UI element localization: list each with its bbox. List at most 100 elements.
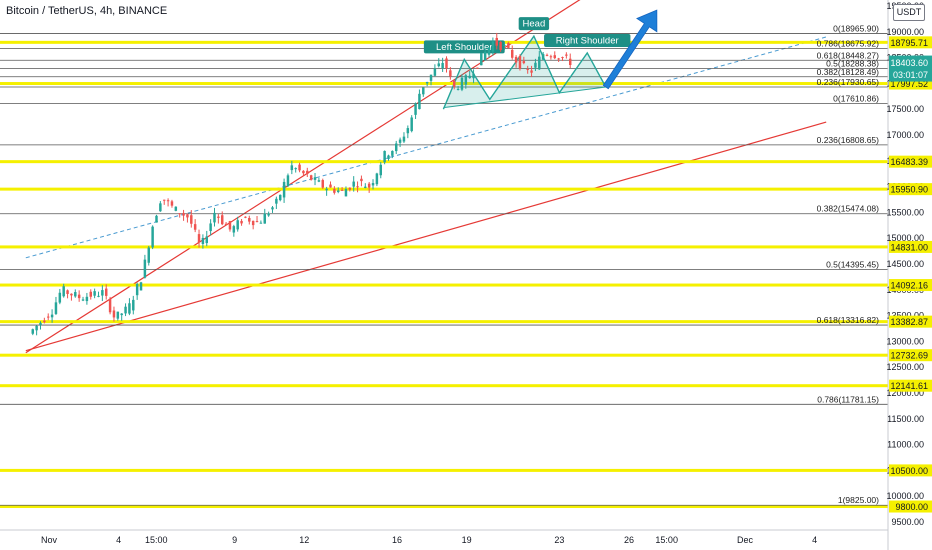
candle-body [166, 200, 170, 202]
candle-body [418, 93, 421, 110]
candle-body [139, 282, 143, 291]
candle-body [89, 291, 92, 297]
level-line [0, 82, 888, 86]
candle-body [128, 303, 131, 314]
candle-body [112, 310, 116, 318]
level-price-tag [889, 315, 932, 328]
candle-body [244, 216, 247, 218]
candle-body [186, 214, 189, 218]
candle-body [549, 56, 553, 58]
candle-body [522, 61, 526, 64]
pattern-label: Left Shoulder [436, 42, 493, 53]
candle-body [263, 213, 266, 224]
level-price-tag-label: 16483.39 [890, 157, 928, 167]
candle-body [70, 293, 73, 296]
candle-body [460, 77, 464, 90]
pattern-label: Right Shoulder [556, 35, 619, 46]
level-price-tag [889, 464, 932, 477]
candle-body [298, 164, 301, 171]
candle-body [74, 292, 77, 297]
candle-body [182, 212, 185, 216]
y-tick-label: 14500.00 [886, 259, 924, 269]
y-tick-label: 19000.00 [886, 27, 924, 37]
candle-body [81, 299, 85, 301]
candle-body [193, 224, 197, 230]
candle-body [217, 216, 220, 218]
candle-body [116, 311, 120, 319]
level-price-tag-label: 18795.71 [890, 38, 928, 48]
candle-body [468, 75, 471, 79]
candle-body [406, 128, 410, 134]
y-axis-background [888, 0, 932, 550]
candle-body [507, 42, 510, 48]
candle-body [197, 234, 201, 243]
candle-body [553, 55, 556, 59]
candle-body [518, 56, 522, 69]
candle-body [437, 63, 440, 67]
candle-body [391, 150, 394, 156]
candle-body [213, 212, 216, 223]
x-tick-label: 16 [392, 535, 402, 545]
candle-body [352, 181, 355, 187]
y-tick-label: 13500.00 [886, 311, 924, 321]
x-tick-label: 15:00 [145, 535, 168, 545]
candle-body [170, 201, 174, 206]
x-axis-background [0, 530, 888, 550]
fib-lower-label: 0.236(16808.65) [817, 135, 880, 145]
candle-body [220, 215, 224, 225]
x-tick-label: 15:00 [655, 535, 678, 545]
candle-body [313, 177, 317, 180]
candle-body [228, 221, 232, 230]
candle-body [104, 288, 108, 296]
candle-body [387, 155, 390, 159]
level-line [0, 187, 888, 191]
candle-body [205, 236, 208, 244]
fib-retracement: 0(18965.90) 0.786(18675.92)0.618(18448.27… [0, 24, 888, 506]
level-price-tag-label: 13382.87 [890, 317, 928, 327]
candle-body [93, 291, 96, 296]
currency-button[interactable]: USDT [893, 4, 925, 21]
pattern-neckline [443, 86, 606, 109]
candle-body [248, 217, 251, 222]
countdown-label: 03:01:07 [893, 70, 928, 80]
pattern-label-box [423, 40, 505, 54]
candle-body [433, 68, 437, 76]
y-tick-label: 12500.00 [886, 362, 924, 372]
candle-body [329, 184, 332, 188]
candle-body [151, 226, 154, 248]
level-price-tag-label: 14092.16 [890, 281, 928, 291]
candle-body [445, 58, 448, 69]
candle-body [124, 306, 127, 314]
candle-body [568, 58, 572, 66]
x-tick-label: 23 [554, 535, 564, 545]
candle-body [340, 189, 344, 191]
y-tick-label: 11000.00 [887, 440, 924, 450]
candle-body [367, 183, 371, 188]
candle-body [449, 70, 452, 77]
level-price-tag [889, 36, 932, 49]
level-price-tag [889, 379, 932, 392]
level-price-tag [889, 500, 932, 513]
candles [31, 32, 572, 336]
level-price-tag [889, 155, 932, 168]
candle-body [309, 175, 313, 180]
y-tick-label: 15500.00 [886, 207, 924, 217]
candle-body [483, 51, 487, 61]
candle-body [472, 73, 475, 79]
candle-body [236, 220, 239, 230]
pattern-label-box [518, 17, 550, 31]
fib-upper-label: 0.5(18288.38) [826, 59, 879, 69]
candle-body [441, 62, 444, 69]
candle-body [541, 54, 545, 60]
x-tick-label: Dec [737, 535, 754, 545]
candle-body [162, 199, 166, 201]
candle-body [510, 49, 514, 58]
candle-body [394, 143, 398, 152]
chart-title: Bitcoin / TetherUS, 4h, BINANCE [6, 5, 168, 17]
level-line [0, 283, 888, 287]
pattern-outline [442, 34, 607, 110]
y-tick-label: 12000.00 [886, 388, 924, 398]
candle-body [278, 194, 282, 201]
candle-body [364, 186, 367, 188]
